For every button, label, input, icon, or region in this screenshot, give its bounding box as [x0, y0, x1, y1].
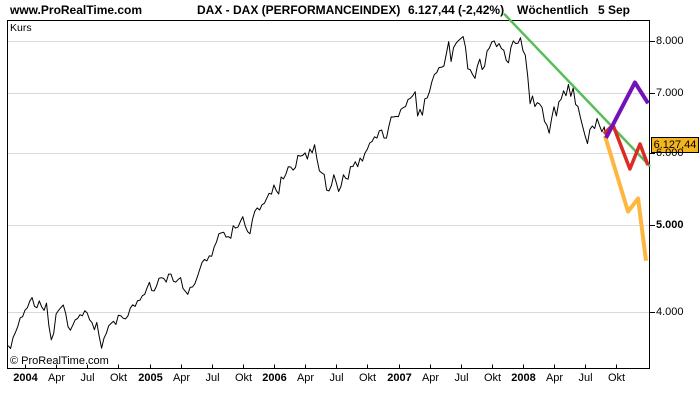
last-quote-and-change: 6.127,44 (-2,42%) [408, 3, 505, 17]
x-axis-label-Jul: Jul [205, 372, 220, 384]
downtrend-line-line [503, 12, 651, 168]
instrument-title: DAX - DAX (PERFORMANCEINDEX) [197, 3, 401, 17]
chart-frame [7, 20, 650, 369]
y-axis-label-8.000: 8.000 [656, 35, 684, 47]
y-axis-label-7.000: 7.000 [656, 87, 684, 99]
x-axis-label-Jul: Jul [329, 372, 344, 384]
pane-label: Kurs [10, 22, 32, 34]
x-axis-label-2008: 2008 [511, 372, 536, 384]
x-axis-label-2007: 2007 [387, 372, 412, 384]
x-axis-label-Apr: Apr [47, 372, 66, 384]
last-bar-date: 5 Sep [598, 3, 631, 17]
x-axis-label-Apr: Apr [172, 372, 191, 384]
y-axis-label-4.000: 4.000 [656, 306, 684, 318]
x-axis-label-Jul: Jul [454, 372, 469, 384]
x-axis-label-2005: 2005 [138, 372, 163, 384]
price-line [7, 36, 608, 349]
x-axis-label-2006: 2006 [262, 372, 287, 384]
x-axis-label-Apr: Apr [545, 372, 564, 384]
x-axis-label-Apr: Apr [421, 372, 440, 384]
x-axis-label-2004: 2004 [13, 372, 38, 384]
last-price-tag: 6.127,44 [651, 137, 699, 153]
y-axis-label-5.000: 5.000 [656, 219, 684, 231]
prorealtime-logo-text: www.ProRealTime.com [10, 3, 143, 17]
x-axis-label-Okt: Okt [483, 372, 502, 384]
x-axis-label-Okt: Okt [109, 372, 128, 384]
x-axis-label-Apr: Apr [296, 372, 315, 384]
y-axis-label-6.000: 6.000 [656, 147, 684, 159]
x-axis-label-Jul: Jul [80, 372, 95, 384]
x-axis-label-Okt: Okt [607, 372, 626, 384]
timeframe-label: Wöchentlich [517, 3, 589, 17]
x-axis-label-Okt: Okt [234, 372, 253, 384]
x-axis-label-Okt: Okt [358, 372, 377, 384]
copyright-watermark: © ProRealTime.com [10, 355, 109, 367]
x-axis-label-Jul: Jul [578, 372, 593, 384]
scenario-bearish-line [603, 135, 648, 262]
scenario-bullish-line [604, 80, 650, 139]
